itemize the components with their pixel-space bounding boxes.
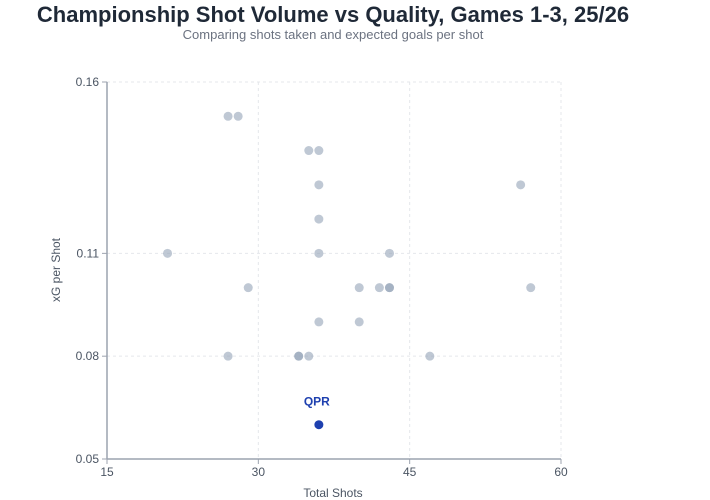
data-point: [314, 180, 324, 190]
data-point: [526, 283, 536, 293]
x-tick-label: 30: [252, 465, 266, 479]
data-point: [354, 283, 364, 293]
chart-subtitle: Comparing shots taken and expected goals…: [182, 27, 484, 42]
x-tick-label: 45: [403, 465, 417, 479]
data-point: [233, 111, 243, 121]
y-tick-label: 0.05: [76, 452, 100, 466]
x-tick-label: 60: [554, 465, 568, 479]
y-tick-label: 0.16: [76, 75, 100, 89]
data-point: [425, 351, 435, 361]
data-point-highlight: [314, 420, 324, 430]
data-point: [223, 111, 233, 121]
data-point: [243, 283, 253, 293]
data-point: [354, 317, 364, 327]
data-point: [516, 180, 526, 190]
data-point: [294, 351, 304, 361]
data-point: [374, 283, 384, 293]
y-tick-label: 0.08: [76, 349, 100, 363]
data-point: [163, 248, 173, 258]
data-point: [223, 351, 233, 361]
y-axis-label: xG per Shot: [49, 237, 63, 302]
data-point: [304, 146, 314, 156]
highlight-label: QPR: [304, 395, 330, 409]
data-point: [384, 283, 394, 293]
data-point: [314, 146, 324, 156]
data-point: [314, 248, 324, 258]
data-point: [384, 248, 394, 258]
x-axis-label: Total Shots: [303, 486, 362, 500]
grid: [107, 81, 562, 459]
data-point: [314, 317, 324, 327]
x-tick-label: 15: [100, 465, 114, 479]
data-point: [314, 214, 324, 224]
chart-title: Championship Shot Volume vs Quality, Gam…: [36, 2, 630, 27]
y-tick-label: 0.11: [77, 246, 100, 260]
data-point: [304, 351, 314, 361]
